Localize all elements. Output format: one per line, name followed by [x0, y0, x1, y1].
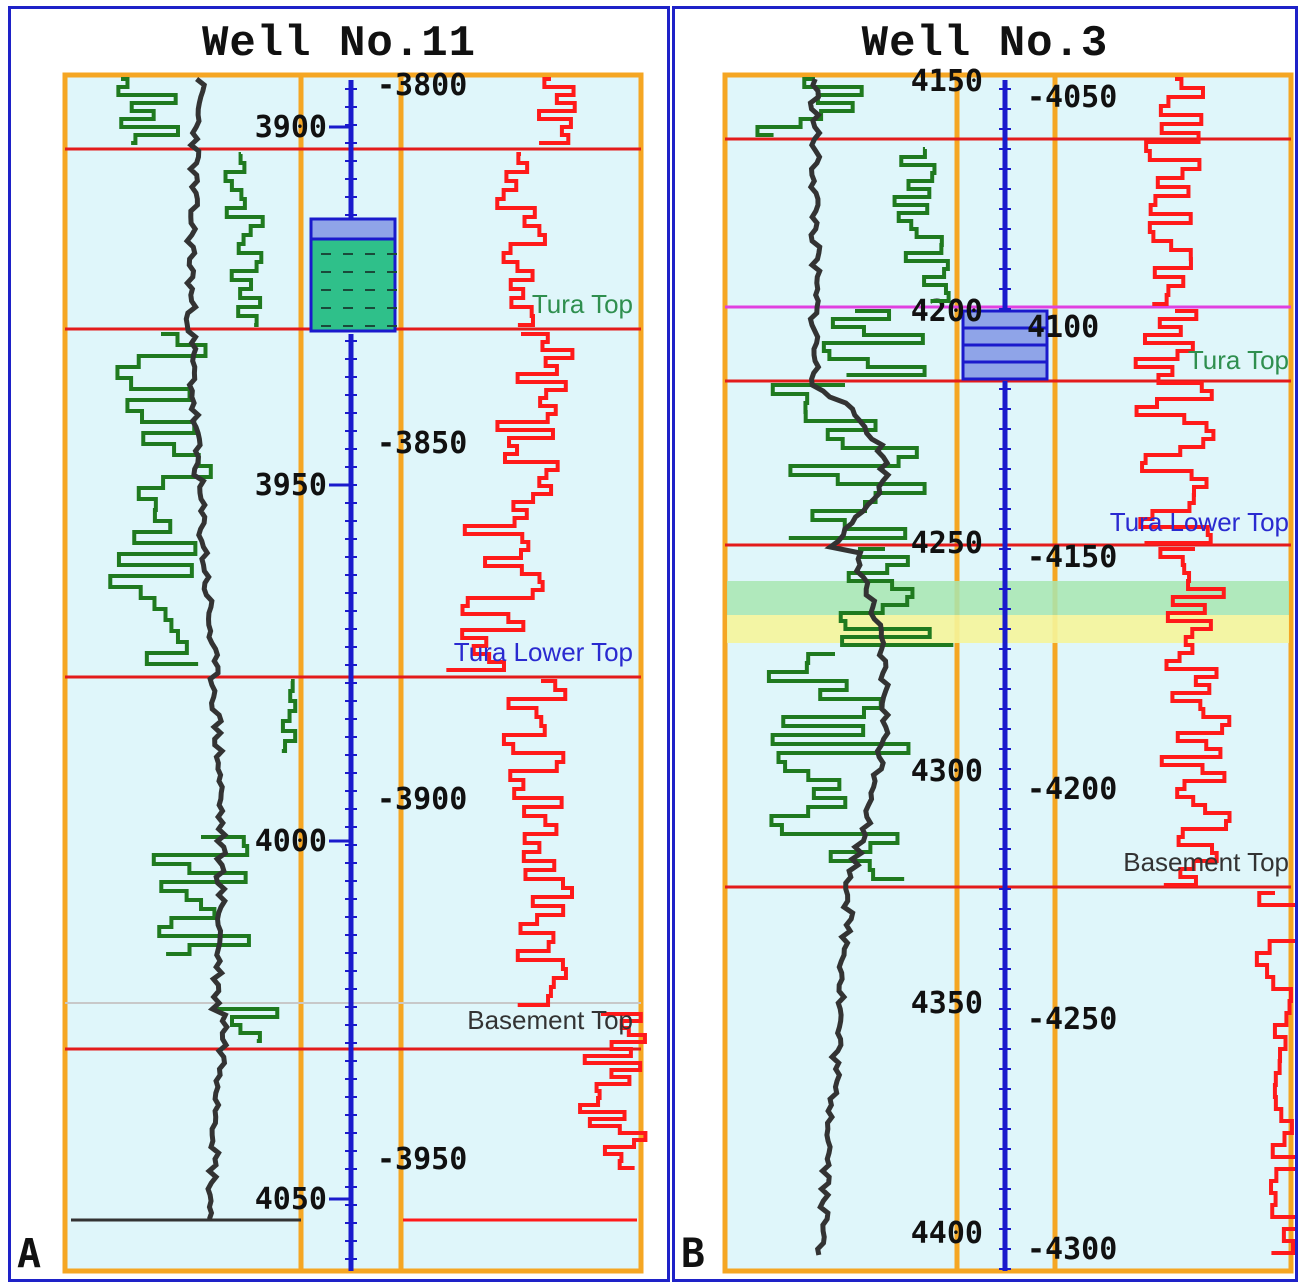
tvd-depth-label: -3950 [377, 1142, 467, 1177]
gamma-ray-curve [151, 835, 251, 956]
md-depth-label: 4300 [911, 754, 983, 789]
limestone-pattern-icon [309, 217, 397, 241]
gamma-ray-curve [116, 77, 180, 145]
tvd-depth-label: 4100 [1027, 310, 1099, 345]
tvd-depth-label: -4300 [1027, 1232, 1117, 1267]
caliper-curve [183, 77, 230, 1220]
tvd-depth-label: -3850 [377, 426, 467, 461]
resistivity-curve [1158, 547, 1232, 887]
well-log-11: 3900 3950 4000 4050 -3800 -3850 -3900 -3950 Tura… [62, 68, 648, 1274]
resistivity-curve [446, 332, 575, 672]
resistivity-curve [1133, 309, 1216, 545]
panel-well-3: Well No.3 4150 4200 4250 4300 4350 4400 -4050 4… [672, 6, 1298, 1282]
panel-title: Well No.11 [201, 19, 477, 69]
resistivity-curve [501, 679, 575, 1007]
md-depth-label: 4400 [911, 1216, 983, 1251]
md-depth-label: 3950 [255, 468, 327, 503]
gamma-ray-curve [211, 1007, 280, 1043]
well-log-3: 415042004250430043504400-40504100-4150-4… [722, 64, 1295, 1274]
panel-letter: A [17, 1231, 42, 1277]
gamma-ray-curve [892, 147, 951, 303]
md-depth-label: 4000 [255, 824, 327, 859]
md-depth-label: 4350 [911, 986, 983, 1021]
caliper-curve [807, 78, 892, 1256]
gamma-ray-curve [108, 332, 213, 666]
formation-label: Basement Top [1123, 847, 1289, 877]
formation-label: Tura Top [532, 289, 633, 319]
tvd-depth-label: -3800 [377, 68, 467, 103]
md-depth-label: 4250 [911, 526, 983, 561]
gamma-ray-curve [280, 679, 298, 753]
formation-label: Tura Top [1188, 345, 1289, 375]
gamma-ray-curve [755, 77, 864, 137]
resistivity-curve [578, 1012, 648, 1170]
tvd-depth-label: -3900 [377, 782, 467, 817]
resistivity-curve [1144, 77, 1205, 306]
tvd-depth-label: -4250 [1027, 1002, 1117, 1037]
gamma-ray-curve [223, 152, 265, 327]
resistivity-curve [495, 152, 547, 327]
gamma-ray-curve [766, 652, 911, 881]
formation-label: Tura Lower Top [454, 637, 633, 667]
resistivity-curve [537, 77, 577, 145]
log-track-frame [722, 72, 1294, 1274]
panel-well-11: Well No.11 3900 3950 4000 4050 -3800 -3850 -39… [8, 6, 670, 1282]
gamma-ray-curve [838, 547, 954, 647]
tvd-depth-label: -4200 [1027, 772, 1117, 807]
gamma-ray-curve [770, 383, 927, 540]
formation-label: Basement Top [467, 1005, 633, 1035]
resistivity-curve [1254, 891, 1295, 1255]
md-depth-label: 3900 [255, 110, 327, 145]
md-depth-label: 4050 [255, 1182, 327, 1217]
formation-label: Tura Lower Top [1110, 507, 1289, 537]
tvd-depth-label: -4150 [1027, 540, 1117, 575]
panel-title: Well No.3 [861, 19, 1109, 69]
gamma-ray-curve [821, 309, 927, 377]
panel-letter: B [681, 1231, 706, 1277]
md-depth-label: 4150 [911, 64, 983, 99]
tvd-depth-label: -4050 [1027, 80, 1117, 115]
